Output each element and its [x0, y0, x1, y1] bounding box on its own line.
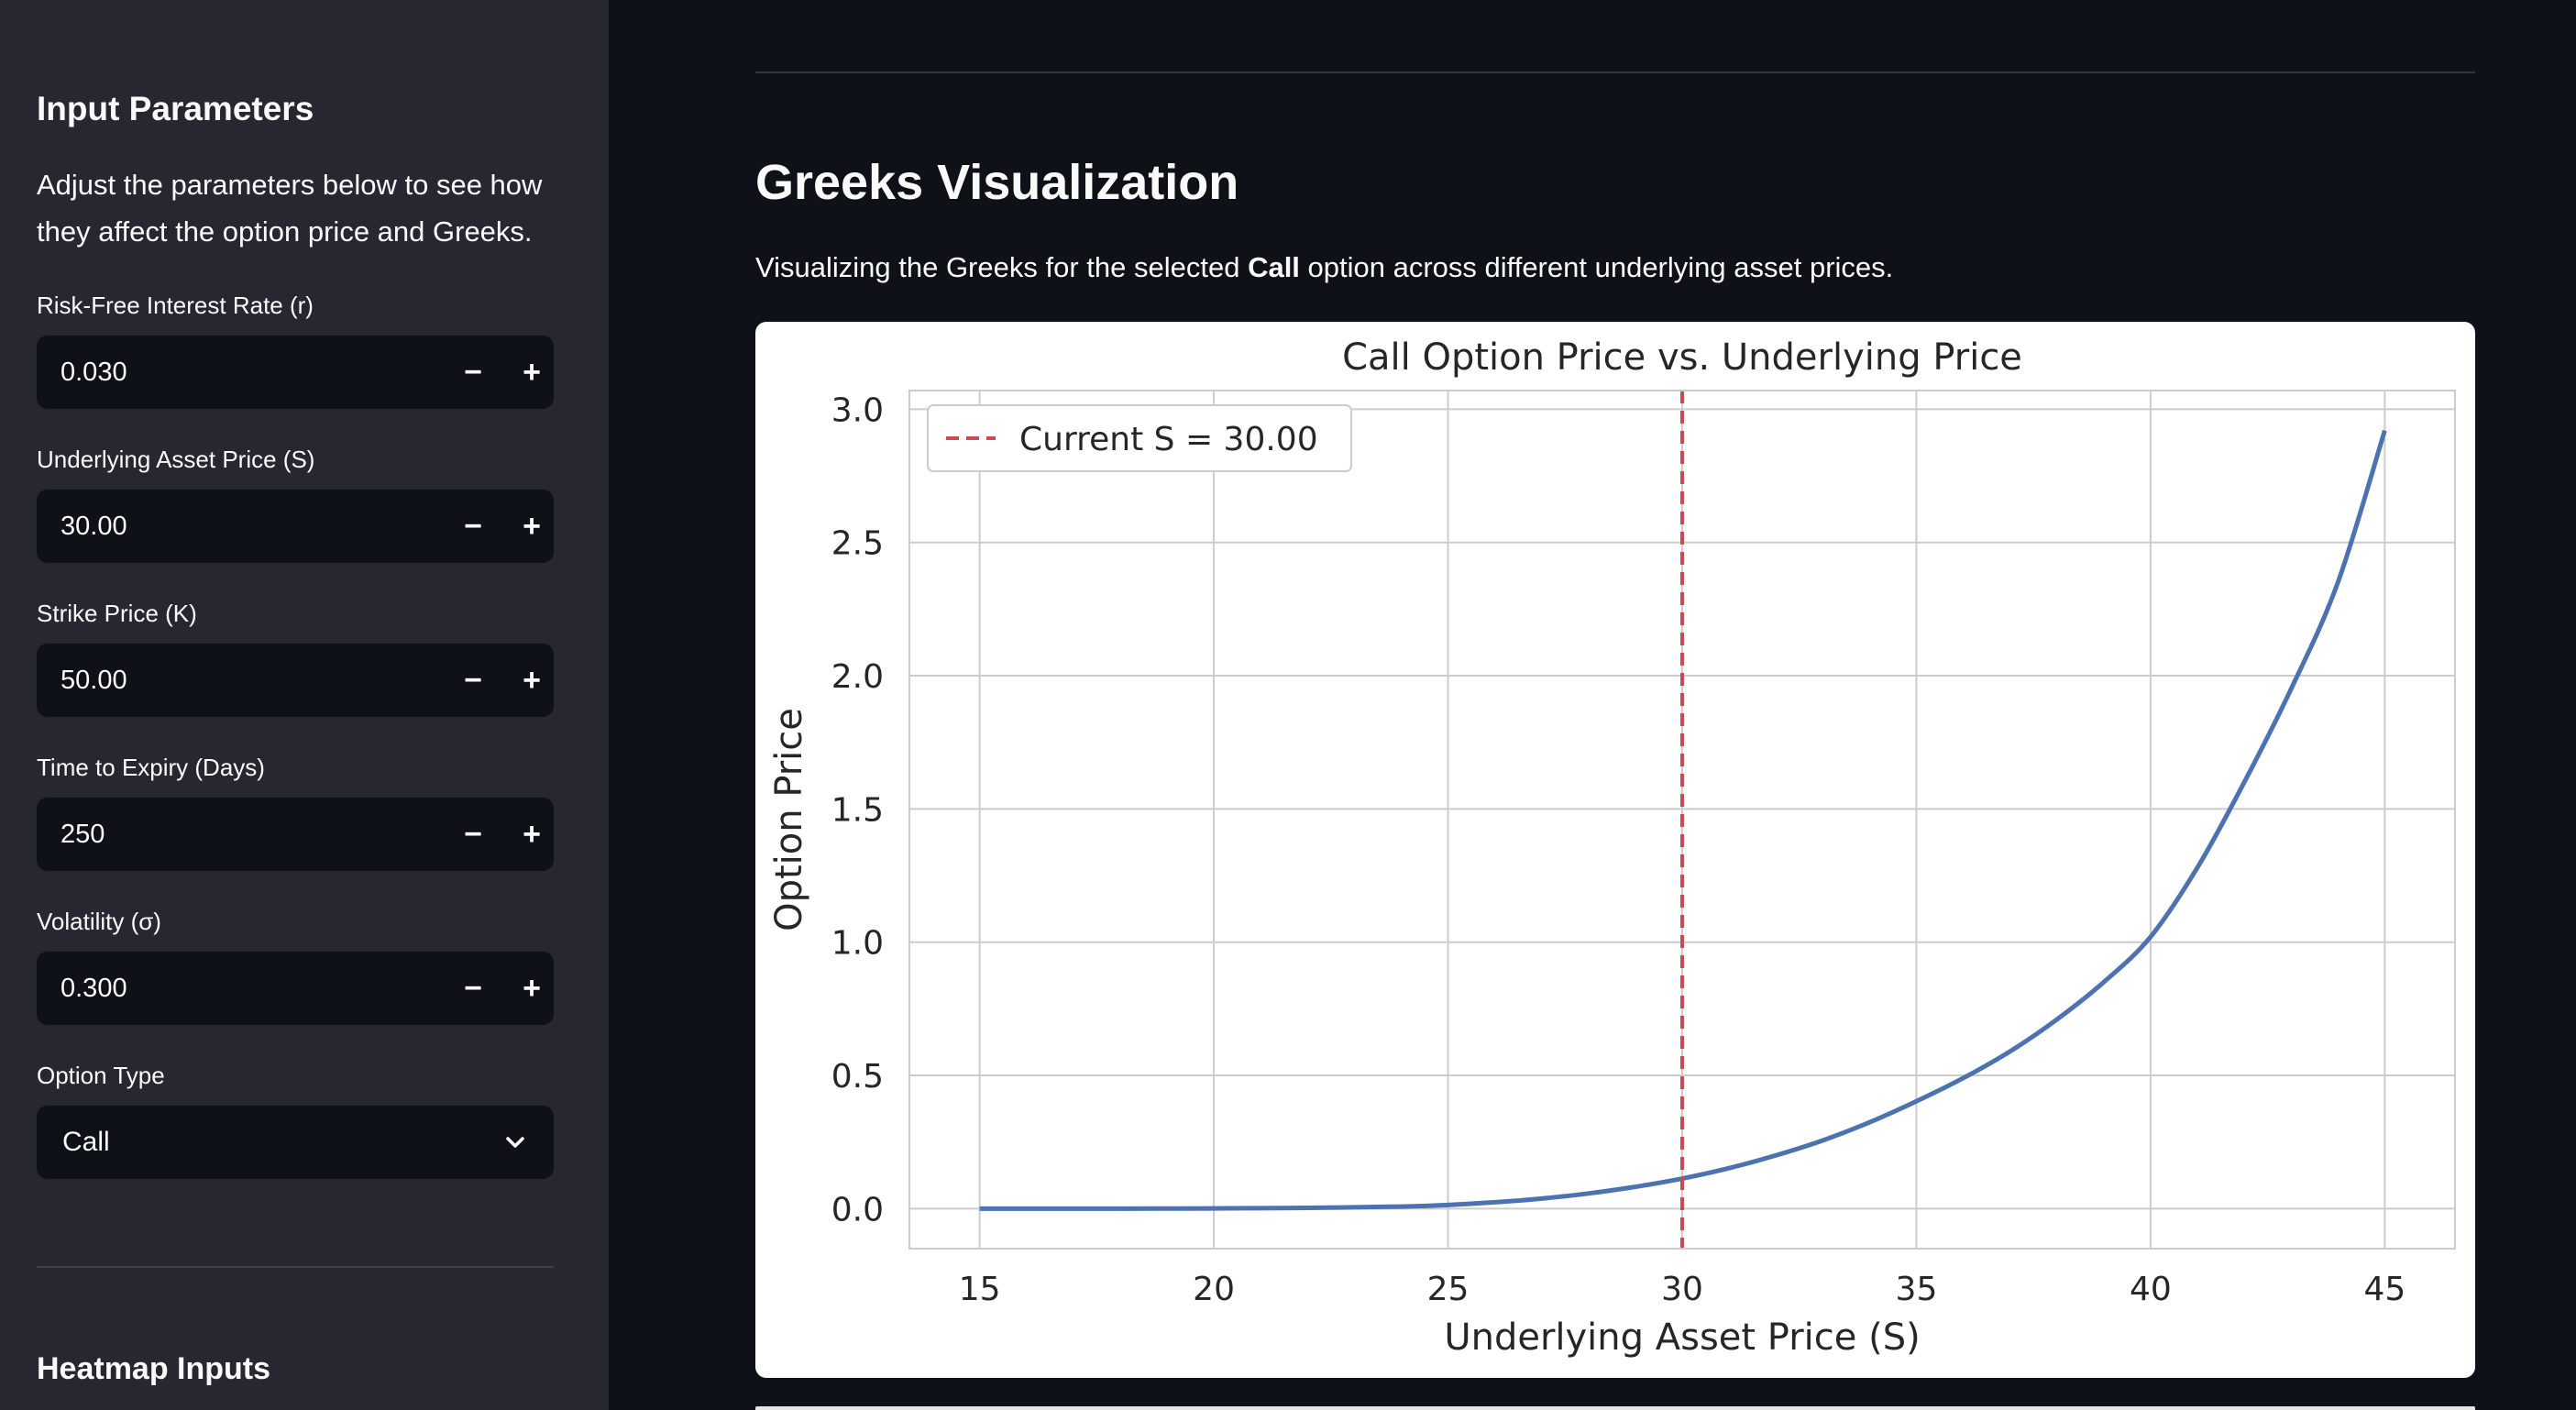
y-tick-label: 0.5 [831, 1058, 884, 1096]
volatility-increment-button[interactable]: + [523, 971, 541, 1006]
option-type-select[interactable]: Call [37, 1106, 554, 1179]
y-tick-label: 2.5 [831, 525, 884, 563]
rate-decrement-button[interactable]: − [464, 355, 482, 390]
underlying-price-input[interactable]: 30.00 − + [37, 490, 554, 563]
underlying-price-label: Underlying Asset Price (S) [37, 446, 315, 473]
chart-card: 15 20 25 30 35 40 45 0.0 0.5 1.0 1.5 2.0 2.5 3.0 Call… [755, 322, 2475, 1378]
chevron-down-icon[interactable] [501, 1128, 530, 1157]
main-divider [755, 72, 2475, 73]
x-tick-label: 35 [1896, 1271, 1938, 1308]
page-description: Visualizing the Greeks for the selected … [755, 251, 1893, 284]
legend-box [927, 404, 1352, 472]
legend-entry-current-s: Current S = 30.00 [1019, 421, 1318, 458]
plot-frame [908, 390, 2456, 1250]
rate-input[interactable]: 0.030 − + [37, 336, 554, 409]
expiry-value[interactable]: 250 [61, 820, 105, 849]
y-tick-label: 2.0 [831, 658, 884, 696]
heatmap-inputs-title: Heatmap Inputs [37, 1351, 271, 1386]
x-tick-label: 25 [1427, 1271, 1470, 1308]
y-tick-label: 3.0 [831, 391, 884, 429]
x-tick-label: 20 [1193, 1271, 1235, 1308]
option-type-label: Option Type [37, 1062, 165, 1089]
sidebar: Input Parameters Adjust the parameters b… [0, 0, 609, 1410]
next-card-edge [755, 1406, 2475, 1410]
underlying-price-decrement-button[interactable]: − [464, 509, 482, 544]
option-type-value[interactable]: Call [62, 1127, 110, 1157]
description-suffix: option across different underlying asset… [1299, 251, 1894, 283]
chart-legend: Current S = 30.00 [927, 404, 1352, 472]
underlying-price-increment-button[interactable]: + [523, 509, 541, 544]
y-tick-label: 1.0 [831, 925, 884, 963]
x-axis-label: Underlying Asset Price (S) [1444, 1316, 1920, 1359]
strike-price-label: Strike Price (K) [37, 600, 197, 627]
strike-price-value[interactable]: 50.00 [61, 666, 127, 695]
x-tick-label: 40 [2130, 1271, 2172, 1308]
underlying-price-value[interactable]: 30.00 [61, 512, 127, 541]
expiry-input[interactable]: 250 − + [37, 798, 554, 871]
volatility-input[interactable]: 0.300 − + [37, 952, 554, 1025]
sidebar-divider [37, 1266, 554, 1268]
volatility-value[interactable]: 0.300 [61, 974, 127, 1003]
volatility-label: Volatility (σ) [37, 908, 161, 935]
sidebar-description: Adjust the parameters below to see how t… [37, 169, 543, 248]
strike-price-input[interactable]: 50.00 − + [37, 644, 554, 717]
y-tick-label: 0.0 [831, 1191, 884, 1228]
expiry-increment-button[interactable]: + [523, 817, 541, 852]
page-title: Greeks Visualization [755, 155, 1239, 210]
price-curve [979, 429, 2387, 1211]
strike-price-decrement-button[interactable]: − [464, 663, 482, 698]
x-tick-label: 30 [1661, 1271, 1703, 1308]
rate-increment-button[interactable]: + [523, 355, 541, 390]
rate-label: Risk-Free Interest Rate (r) [37, 292, 314, 319]
volatility-decrement-button[interactable]: − [464, 971, 482, 1006]
y-axis-label: Option Price [768, 708, 810, 931]
description-prefix: Visualizing the Greeks for the selected [755, 251, 1249, 283]
strike-price-increment-button[interactable]: + [523, 663, 541, 698]
price-chart: 15 20 25 30 35 40 45 0.0 0.5 1.0 1.5 2.0 2.5 3.0 Call… [768, 336, 2456, 1359]
expiry-label: Time to Expiry (Days) [37, 754, 265, 781]
y-tick-label: 1.5 [831, 791, 884, 829]
expiry-decrement-button[interactable]: − [464, 817, 482, 852]
rate-value[interactable]: 0.030 [61, 358, 127, 387]
chart-title: Call Option Price vs. Underlying Price [1342, 336, 2022, 379]
description-option-type: Call [1248, 251, 1300, 283]
sidebar-title: Input Parameters [37, 90, 314, 127]
x-tick-label: 15 [959, 1271, 1001, 1308]
x-tick-label: 45 [2363, 1271, 2405, 1308]
